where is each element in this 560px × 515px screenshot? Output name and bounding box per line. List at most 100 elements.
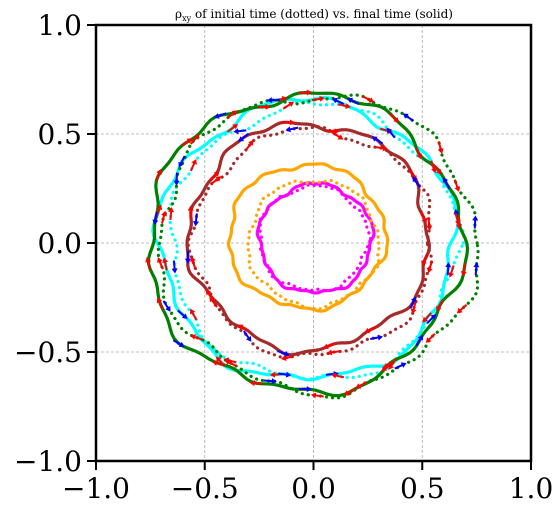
chart-title: ρxy of initial time (dotted) vs. final t… xyxy=(175,7,453,23)
arrow-81 xyxy=(343,388,356,396)
arrow-53 xyxy=(233,128,247,135)
arrow-6 xyxy=(209,171,220,181)
x-tick-label-0: −1.0 xyxy=(62,472,130,505)
arrow-80 xyxy=(298,386,312,393)
arrow-3 xyxy=(326,128,340,135)
arrow-66 xyxy=(415,146,422,160)
series-6-solid xyxy=(151,95,460,382)
arrow-20 xyxy=(285,126,299,133)
arrow-86 xyxy=(472,215,479,229)
arrow-79 xyxy=(249,380,263,387)
arrow-104 xyxy=(394,362,407,370)
arrow-75 xyxy=(145,257,152,270)
arrow-59 xyxy=(278,371,292,378)
arrow-22 xyxy=(210,176,222,185)
arrow-97 xyxy=(157,257,164,270)
series-4-solid xyxy=(185,120,431,357)
arrow-49 xyxy=(432,163,442,175)
arrow-106 xyxy=(456,303,468,314)
x-tick-label-2: 0.0 xyxy=(291,472,336,505)
arrow-4 xyxy=(281,119,295,126)
arrow-43 xyxy=(269,371,283,378)
arrow-73 xyxy=(155,168,162,182)
arrow-92 xyxy=(266,97,280,104)
arrow-14 xyxy=(409,296,417,309)
series-9-dotted xyxy=(156,93,480,400)
arrow-25 xyxy=(209,296,218,308)
arrow-90 xyxy=(362,95,375,103)
arrow-21 xyxy=(244,140,254,151)
arrow-46 xyxy=(422,312,433,323)
arrow-76 xyxy=(156,297,164,310)
arrow-72 xyxy=(181,138,193,147)
arrow-8 xyxy=(184,250,191,264)
arrow-56 xyxy=(171,260,178,274)
arrow-61 xyxy=(388,358,397,370)
arrow-47 xyxy=(445,262,452,276)
x-tick-label-3: 0.5 xyxy=(400,472,445,505)
series-5-dotted xyxy=(186,125,434,360)
arrow-41 xyxy=(177,309,188,319)
arrow-65 xyxy=(442,177,451,190)
series-1-dotted xyxy=(258,183,373,293)
arrow-30 xyxy=(410,301,417,315)
arrow-50 xyxy=(386,127,396,139)
arrow-74 xyxy=(152,212,159,225)
arrow-7 xyxy=(187,205,194,219)
arrow-57 xyxy=(190,308,198,321)
arrow-55 xyxy=(168,207,175,221)
arrow-82 xyxy=(381,361,392,372)
title-subscript: xy xyxy=(182,14,192,23)
x-tick-label-1: −0.5 xyxy=(171,472,239,505)
arrow-78 xyxy=(212,360,225,367)
arrow-100 xyxy=(224,359,237,367)
y-tick-label-0: −1.0 xyxy=(14,445,82,478)
arrow-89 xyxy=(402,113,414,122)
arrow-95 xyxy=(173,172,180,186)
arrow-37 xyxy=(226,124,239,133)
arrow-98 xyxy=(162,300,171,312)
arrow-18 xyxy=(375,145,389,152)
arrow-0 xyxy=(420,211,428,224)
arrow-51 xyxy=(337,103,351,109)
arrow-10 xyxy=(237,324,250,333)
arrow-60 xyxy=(331,372,345,379)
arrow-99 xyxy=(190,334,203,341)
arrow-91 xyxy=(311,95,325,102)
arrow-83 xyxy=(415,334,423,347)
series-3-dotted xyxy=(246,178,381,311)
arrow-87 xyxy=(453,179,461,192)
arrow-68 xyxy=(347,97,360,106)
arrow-33 xyxy=(430,160,437,173)
arrow-12 xyxy=(323,342,336,350)
arrow-71 xyxy=(213,112,227,119)
arrow-52 xyxy=(282,101,295,110)
y-tick-label-1: −0.5 xyxy=(14,336,82,369)
arrow-15 xyxy=(421,253,429,267)
arrow-107 xyxy=(473,262,480,276)
arrow-16 xyxy=(426,217,433,231)
arrow-24 xyxy=(190,256,197,270)
arrow-layer xyxy=(145,89,480,399)
arrow-101 xyxy=(263,378,277,385)
arrow-29 xyxy=(370,334,383,341)
arrow-17 xyxy=(412,176,421,188)
arrow-96 xyxy=(161,210,167,224)
arrow-26 xyxy=(243,330,252,342)
arrow-64 xyxy=(455,216,462,230)
arrow-67 xyxy=(389,112,399,123)
y-tick-label-4: 1.0 xyxy=(37,9,82,42)
arrow-13 xyxy=(364,326,377,334)
arrow-63 xyxy=(448,265,455,278)
title-rho: ρ xyxy=(175,7,182,21)
title-rest: of initial time (dotted) vs. final time … xyxy=(191,7,453,21)
arrow-19 xyxy=(331,131,344,140)
arrow-23 xyxy=(192,213,199,227)
arrow-105 xyxy=(425,332,436,343)
arrow-38 xyxy=(178,155,186,168)
arrow-84 xyxy=(436,299,444,312)
arrow-62 xyxy=(426,313,437,324)
arrow-102 xyxy=(310,392,324,399)
arrow-11 xyxy=(277,350,290,357)
